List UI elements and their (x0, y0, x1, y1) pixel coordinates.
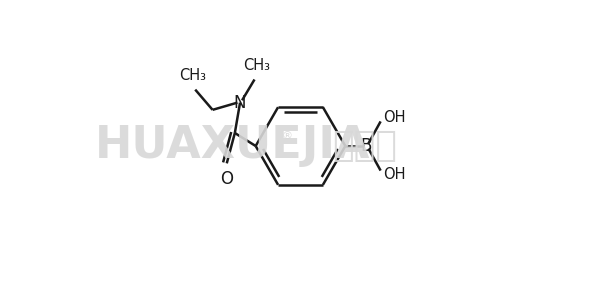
Text: ®: ® (282, 131, 293, 141)
Text: B: B (361, 137, 372, 155)
Text: OH: OH (383, 167, 405, 182)
Text: CH₃: CH₃ (179, 68, 206, 83)
Text: OH: OH (383, 110, 405, 125)
Text: O: O (220, 170, 233, 188)
Text: 化学加: 化学加 (332, 129, 397, 163)
Text: HUAXUEJIA: HUAXUEJIA (95, 124, 370, 168)
Text: CH₃: CH₃ (243, 58, 270, 73)
Text: N: N (234, 94, 246, 112)
